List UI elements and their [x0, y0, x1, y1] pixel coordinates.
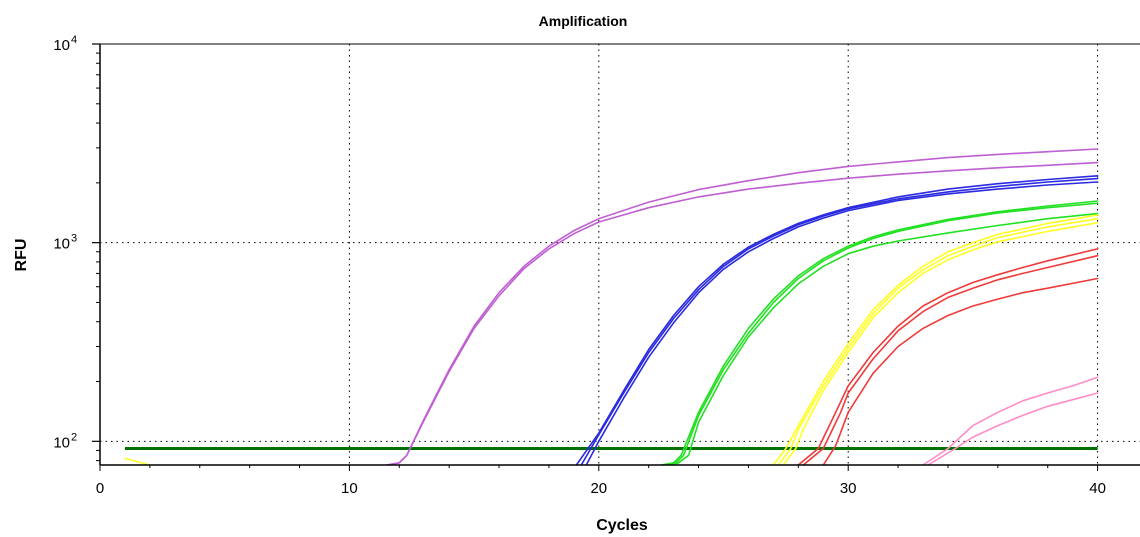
y-tick-label: 10 [53, 434, 70, 451]
amplification-curve-14[interactable] [802, 254, 1099, 465]
y-tick-base: 10 [53, 37, 70, 54]
amplification-curve-7[interactable] [662, 202, 1099, 465]
y-tick-label: 10 [53, 37, 70, 54]
y-tick-label: 10 [53, 236, 70, 253]
x-tick-label: 10 [341, 480, 358, 497]
amplification-curve-16[interactable] [922, 376, 1099, 465]
amplification-curve-12[interactable] [782, 221, 1099, 465]
amplification-curve-2[interactable] [386, 161, 1099, 465]
amplification-curve-8[interactable] [667, 212, 1099, 465]
amplification-curve-11[interactable] [777, 217, 1099, 465]
amplification-curve-5[interactable] [585, 181, 1099, 465]
amplification-curve-3[interactable] [575, 175, 1099, 465]
amplification-curve-4[interactable] [580, 177, 1099, 465]
grid-lines [100, 44, 1140, 465]
amplification-curve-6[interactable] [660, 200, 1099, 465]
y-tick-base: 10 [53, 236, 70, 253]
x-tick-label: 40 [1089, 480, 1106, 497]
y-axis-label: RFU [13, 239, 30, 272]
amplification-curve-9[interactable] [124, 457, 151, 465]
x-tick-label: 0 [96, 480, 104, 497]
y-tick-exponent: 4 [71, 34, 77, 46]
amplification-curve-1[interactable] [386, 148, 1099, 465]
amplification-curve-13[interactable] [797, 248, 1099, 465]
amplification-curve-17[interactable] [927, 392, 1099, 465]
chart-title: Amplification [539, 13, 628, 29]
amplification-curve-10[interactable] [772, 214, 1099, 465]
x-axis-label: Cycles [596, 517, 648, 534]
y-tick-exponent: 3 [71, 233, 77, 245]
amplification-curve-15[interactable] [822, 277, 1099, 466]
y-tick-exponent: 2 [71, 431, 77, 443]
x-ticks: 0 10 20 30 40 [96, 465, 1106, 497]
plot-area [124, 148, 1099, 466]
y-tick-base: 10 [53, 434, 70, 451]
x-tick-label: 20 [590, 480, 607, 497]
x-tick-label: 30 [840, 480, 857, 497]
